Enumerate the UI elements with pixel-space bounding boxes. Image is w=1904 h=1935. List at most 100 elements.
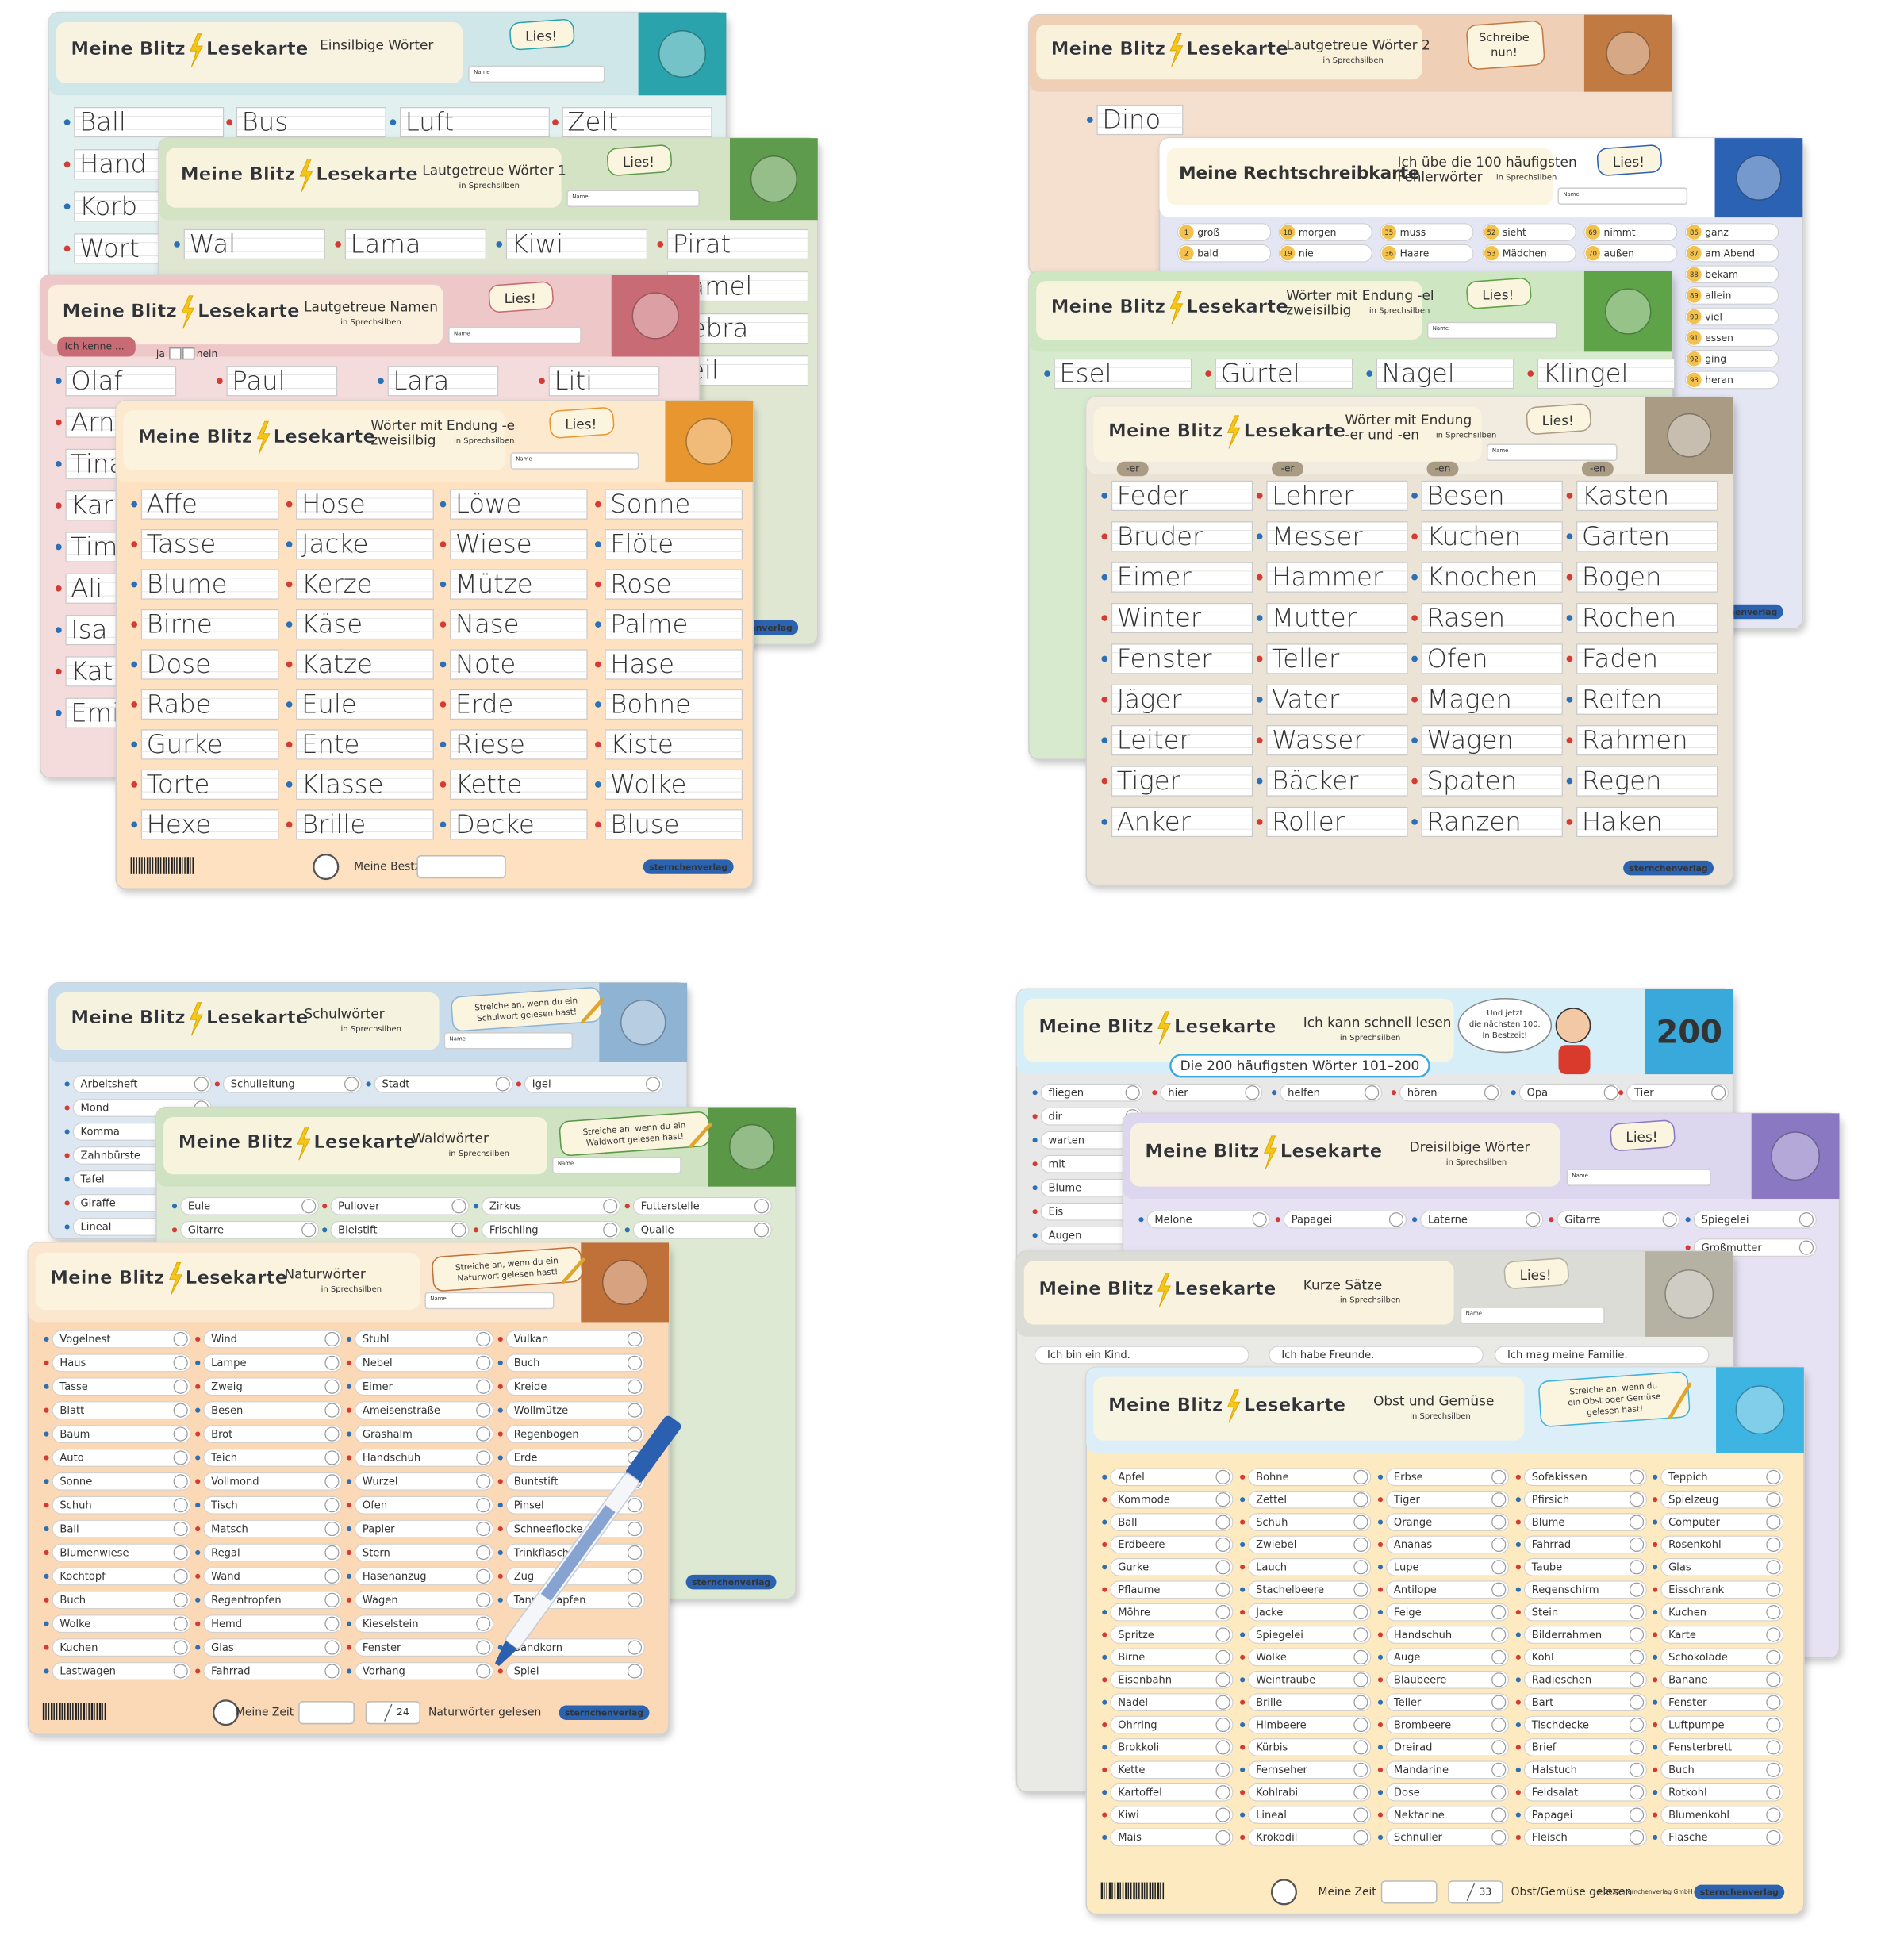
name-field-label: Name: [572, 194, 588, 200]
word: Rochen: [1582, 603, 1676, 633]
word: Ofen: [363, 1499, 387, 1511]
word: Antilope: [1394, 1584, 1437, 1596]
word-cell: [1576, 521, 1718, 552]
word-cell: [1660, 1490, 1784, 1509]
word-cell: [1421, 766, 1563, 797]
word-dot: [1256, 655, 1263, 662]
word-cell: [223, 1075, 362, 1093]
word: Zahnbürste: [81, 1150, 140, 1162]
tick-circle: [1215, 1762, 1230, 1777]
card-title: Kurze Sätze: [1303, 1277, 1383, 1292]
sentence-cell: [1035, 1346, 1250, 1365]
word-cell: [1248, 1603, 1372, 1622]
word: Bohne: [610, 689, 691, 719]
word-dot: [1411, 615, 1418, 621]
word-dot: [1515, 1790, 1521, 1795]
barcode-bar: [1125, 1882, 1127, 1900]
word-cell: [1399, 1083, 1502, 1102]
word-dot: [226, 119, 233, 125]
word: Flöte: [610, 529, 674, 559]
word-cell: [1376, 358, 1514, 390]
barcode-bar: [59, 1703, 61, 1720]
yes-label: ja: [155, 348, 165, 359]
word-dot: [1377, 1474, 1384, 1480]
word-cell: [605, 769, 743, 800]
tick-circle: [1766, 1492, 1781, 1507]
tick-circle: [324, 1640, 340, 1655]
word-dot: [346, 1526, 352, 1532]
tick-circle: [324, 1450, 340, 1465]
word-dot: [1391, 1090, 1396, 1096]
tick-circle: [476, 1426, 491, 1442]
word-dot: [1102, 1654, 1107, 1660]
brand: Meine Blitz: [181, 164, 295, 185]
number-circle: [1280, 245, 1296, 261]
word: Sandkorn: [514, 1642, 562, 1654]
tick-circle: [476, 1474, 491, 1489]
word-dot: [1377, 1812, 1384, 1818]
barcode-bar: [1143, 1882, 1146, 1900]
title-box: [1036, 25, 1422, 80]
column-header: [1272, 461, 1304, 477]
word-dot: [1366, 370, 1372, 377]
word: Lampe: [211, 1357, 246, 1369]
word-cell: [355, 1614, 494, 1633]
brand: Meine Blitz: [62, 301, 176, 321]
word-cell: [1524, 1535, 1647, 1554]
word-dot: [1101, 574, 1108, 581]
word: Tafel: [80, 1174, 105, 1186]
word: Hase: [610, 649, 674, 679]
word: Korb: [79, 191, 137, 221]
word: Torte: [147, 769, 210, 799]
word: Möhre: [1118, 1607, 1150, 1618]
card-subtitle: in Sprechsilben: [1410, 1412, 1470, 1421]
word-dot: [440, 701, 447, 708]
word: Rasen: [1426, 603, 1505, 633]
barcode-bar: [146, 857, 149, 874]
number-circle: [1687, 245, 1702, 261]
barcode-bar: [1154, 1882, 1156, 1900]
word-cell: [203, 1401, 343, 1419]
tick-circle: [1353, 1582, 1368, 1597]
word: Eisschrank: [1668, 1584, 1725, 1596]
word: Lineal: [1256, 1810, 1287, 1822]
tick-circle: [476, 1522, 491, 1537]
word: Wolke: [1256, 1652, 1287, 1664]
word-dot: [1240, 1722, 1246, 1728]
count-label: Naturwörter gelesen: [428, 1707, 541, 1719]
word-cell: [1160, 1083, 1263, 1102]
lies-button-label: Lies!: [565, 417, 597, 432]
word: Rahmen: [1582, 725, 1688, 755]
word-dot: [346, 1384, 352, 1389]
word: Palme: [610, 609, 688, 639]
word: Wand: [211, 1571, 240, 1583]
word-cell: [1248, 1828, 1372, 1847]
tick-circle: [1766, 1762, 1781, 1777]
tick-circle: [627, 1545, 643, 1561]
word: Ball: [79, 107, 126, 137]
card-subtitle: in Sprechsilben: [1340, 1296, 1400, 1305]
word-dot: [1515, 1565, 1521, 1570]
word-dot: [56, 709, 62, 716]
word: Haken: [1582, 807, 1663, 837]
note-bubble: [1538, 1371, 1691, 1427]
word-dot: [1653, 1722, 1658, 1728]
lies-button-label: nun!: [1491, 45, 1518, 59]
word: Fenster: [363, 1642, 401, 1654]
word-dot: [1138, 1217, 1144, 1223]
icon-box: [581, 1242, 670, 1323]
card-title: Ich kann schnell lesen: [1303, 1015, 1452, 1031]
icon: [1605, 288, 1652, 335]
word-cell: [296, 489, 434, 520]
word-cell: [1110, 1626, 1234, 1644]
word-dot: [366, 1081, 371, 1087]
name-field-label: Name: [516, 456, 532, 463]
word-dot: [1377, 1610, 1384, 1615]
word-cell: [1386, 1648, 1510, 1667]
word-dot: [1102, 1587, 1107, 1592]
name-field: [1566, 1169, 1711, 1186]
badge: 200: [1656, 1014, 1722, 1050]
word: Zweig: [211, 1381, 243, 1393]
word-cell: [183, 228, 325, 260]
number-circle: [1484, 225, 1499, 240]
